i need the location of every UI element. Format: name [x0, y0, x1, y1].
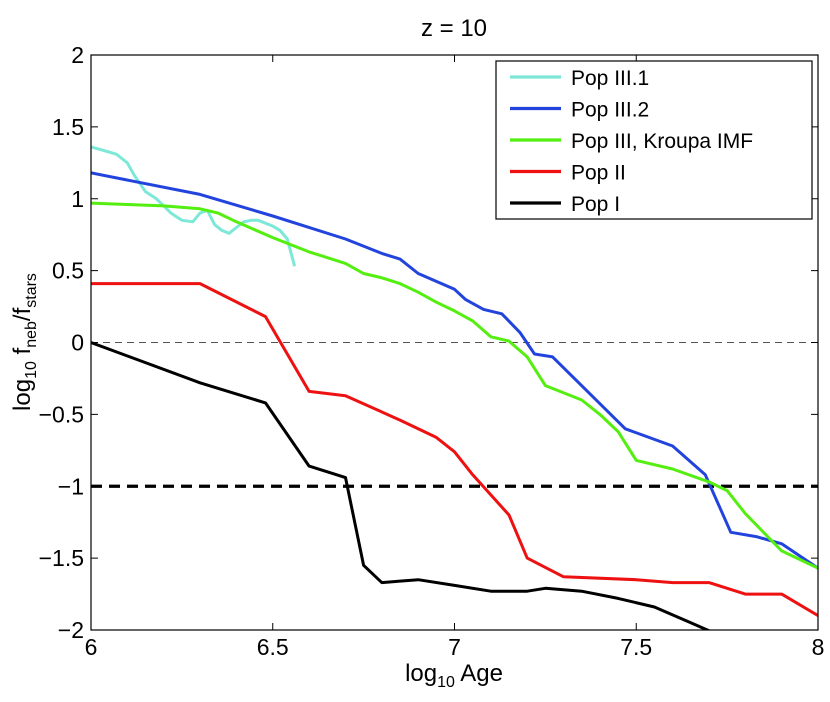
- y-tick-label: 0: [71, 330, 84, 356]
- y-tick-label: −1: [58, 473, 84, 499]
- y-axis-label-sub-neb: neb: [23, 321, 40, 348]
- legend-label: Pop III.1: [571, 67, 649, 90]
- legend-label: Pop II: [571, 162, 626, 185]
- series-line-pop-iii-2: [91, 171, 818, 570]
- series-line-pop-ii: [91, 282, 818, 617]
- legend: Pop III.1 Pop III.2 Pop III, Kroupa IMF Pop…: [495, 60, 813, 220]
- y-tick-label: 2: [71, 42, 84, 68]
- x-tick-label: 7: [448, 634, 461, 660]
- series-line-pop-iii-kroupa-imf: [91, 201, 818, 570]
- x-axis-label-prefix: log: [405, 660, 437, 687]
- y-axis-label-prefix: log: [9, 379, 36, 411]
- x-tick-label: 7.5: [620, 634, 652, 660]
- y-tick-label: 1: [71, 186, 84, 212]
- y-axis-label-sub-stars: stars: [23, 273, 40, 308]
- x-axis-label-subscript: 10: [437, 674, 455, 691]
- legend-label: Pop III.2: [571, 99, 649, 122]
- y-tick-label: −1.5: [39, 545, 84, 571]
- y-tick-label: −2: [58, 617, 84, 643]
- x-tick-label: 6: [85, 634, 98, 660]
- series-line-pop-i: [91, 341, 712, 630]
- y-tick-label: −0.5: [39, 401, 84, 427]
- y-axis-label-f: f: [9, 347, 36, 361]
- x-tick-label: 6.5: [257, 634, 289, 660]
- legend-label: Pop III, Kroupa IMF: [571, 130, 753, 153]
- y-tick-label: 0.5: [52, 258, 84, 284]
- legend-label: Pop I: [571, 193, 620, 216]
- chart-title: z = 10: [421, 15, 487, 42]
- y-axis-label-slash-f: /f: [9, 307, 36, 321]
- y-axis-label: log10 fneb/fstars: [9, 273, 40, 411]
- y-axis-label-sub-10: 10: [23, 361, 40, 379]
- x-axis-label-suffix: Age: [455, 660, 503, 687]
- x-axis-label: log10 Age: [405, 660, 503, 691]
- x-tick-label: 8: [812, 634, 825, 660]
- y-tick-label: 1.5: [52, 114, 84, 140]
